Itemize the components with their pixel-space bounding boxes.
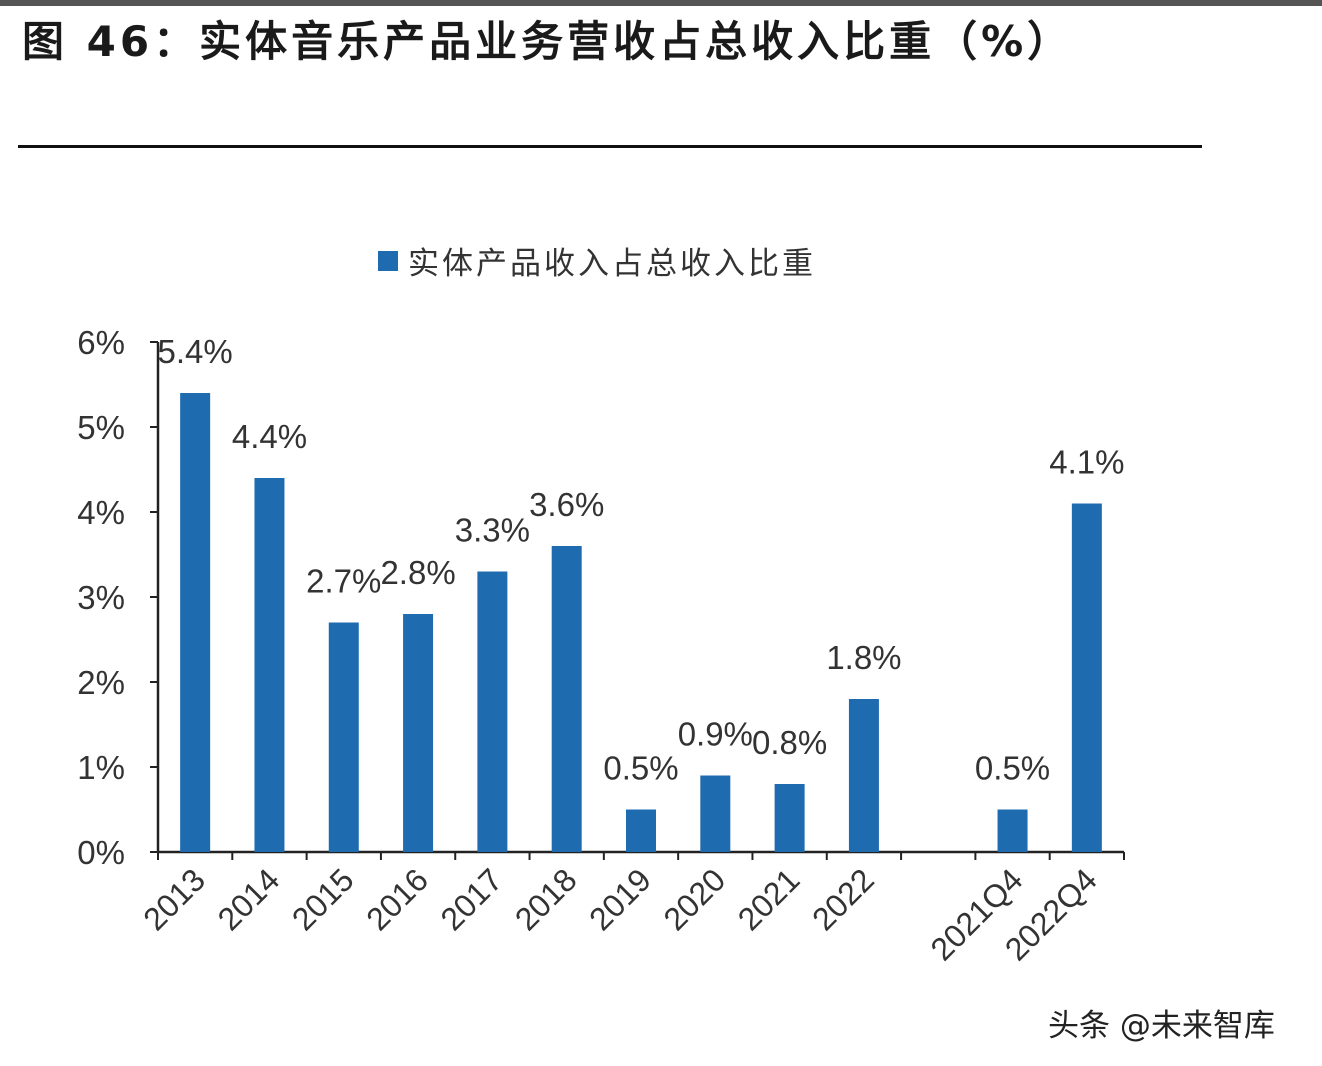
- bar: [774, 784, 805, 852]
- bar: [700, 775, 731, 852]
- x-tick-label: 2017: [434, 861, 510, 937]
- bar: [254, 478, 285, 852]
- x-tick-label: 2018: [508, 861, 584, 937]
- bar: [997, 809, 1028, 852]
- x-tick-label: 2014: [211, 861, 287, 937]
- data-label: 1.8%: [826, 639, 901, 676]
- x-tick-label: 2016: [359, 861, 435, 937]
- bar: [626, 809, 656, 852]
- figure-title: 图 46：实体音乐产品业务营收占总收入比重（%）: [22, 17, 1074, 66]
- data-label: 2.7%: [306, 563, 381, 600]
- y-tick-label: 3%: [77, 579, 125, 616]
- watermark: 头条 @未来智库: [1048, 1008, 1275, 1044]
- bar: [551, 546, 582, 852]
- data-label: 5.4%: [158, 333, 233, 370]
- y-tick-label: 1%: [77, 749, 125, 786]
- y-tick-label: 6%: [77, 324, 125, 361]
- bar: [477, 571, 508, 852]
- data-label: 3.3%: [455, 512, 530, 549]
- y-tick-label: 0%: [77, 834, 125, 871]
- data-label: 4.4%: [232, 418, 307, 455]
- x-tick-label: 2013: [136, 861, 212, 937]
- legend-label: 实体产品收入占总收入比重: [408, 246, 816, 282]
- top-bar: [0, 0, 1322, 6]
- data-label: 0.9%: [678, 716, 753, 753]
- bar: [180, 393, 211, 852]
- data-label: 3.6%: [529, 486, 604, 523]
- x-tick-label: 2020: [656, 861, 732, 937]
- bar: [1071, 503, 1102, 852]
- x-tick-label: 2022: [805, 861, 881, 937]
- data-label: 0.5%: [975, 750, 1050, 787]
- legend: 实体产品收入占总收入比重: [378, 238, 816, 283]
- data-label: 4.1%: [1049, 444, 1124, 481]
- bar: [328, 622, 359, 852]
- bar: [403, 614, 434, 852]
- data-label: 2.8%: [380, 554, 455, 591]
- title-divider: [18, 145, 1202, 148]
- bar: [848, 699, 879, 852]
- y-tick-label: 4%: [77, 494, 125, 531]
- data-label: 0.8%: [752, 724, 827, 761]
- y-tick-label: 5%: [77, 409, 125, 446]
- x-tick-label: 2019: [582, 861, 658, 937]
- legend-swatch: [378, 250, 398, 271]
- x-tick-label: 2015: [285, 861, 361, 937]
- x-tick-label: 2021: [731, 861, 807, 937]
- y-tick-label: 2%: [77, 664, 125, 701]
- data-label: 0.5%: [603, 750, 678, 787]
